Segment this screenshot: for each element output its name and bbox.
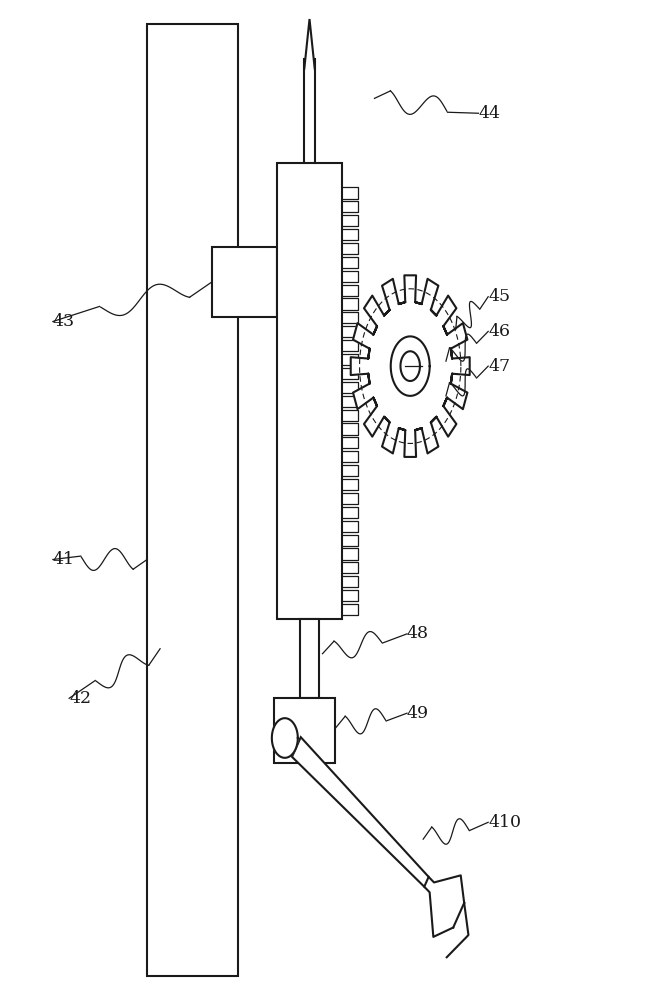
Text: 49: 49 (407, 705, 429, 722)
Text: 46: 46 (488, 323, 510, 340)
Bar (147, 24, 238, 976)
Text: 43: 43 (53, 313, 75, 330)
Text: 41: 41 (53, 551, 75, 568)
Polygon shape (391, 336, 430, 396)
Polygon shape (292, 737, 428, 887)
Text: 47: 47 (488, 358, 511, 375)
Text: 48: 48 (407, 625, 429, 642)
Bar (274, 698, 336, 763)
Text: 410: 410 (488, 814, 521, 831)
Text: 42: 42 (69, 690, 91, 707)
Text: 44: 44 (478, 105, 501, 122)
Bar (212, 247, 277, 317)
Bar (300, 619, 319, 698)
Polygon shape (351, 275, 470, 457)
Polygon shape (401, 351, 420, 381)
Polygon shape (272, 718, 298, 758)
Text: 45: 45 (488, 288, 511, 305)
Bar (277, 163, 342, 619)
